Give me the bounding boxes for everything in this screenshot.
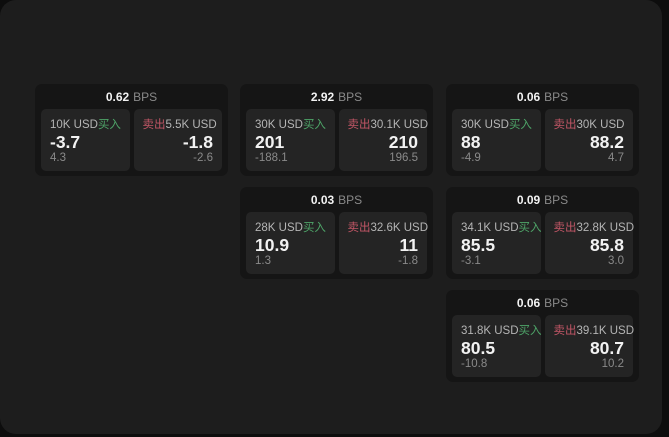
- buy-price: 201: [255, 131, 285, 152]
- buy-amount: 31.8K USD: [461, 325, 519, 337]
- buy-delta: 4.3: [50, 151, 66, 164]
- bps-value: 0.06: [516, 89, 541, 104]
- buy-tile[interactable]: 30K USD 买入 201 -188.1: [246, 109, 335, 171]
- sell-price: 210: [388, 131, 418, 152]
- sell-price: 80.7: [589, 337, 624, 358]
- sell-amount: 32.8K USD: [576, 222, 635, 234]
- buy-side-label: 买入: [518, 222, 542, 234]
- sell-amount: 5.5K USD: [165, 119, 217, 131]
- sell-delta: -2.6: [193, 151, 213, 164]
- sell-side-label: 卖出: [553, 119, 577, 131]
- sell-price: 11: [399, 234, 419, 255]
- buy-delta: 1.3: [255, 254, 271, 267]
- sell-tile[interactable]: 卖出 30.1K USD 210 196.5: [338, 109, 429, 171]
- bps-value: 2.92: [310, 89, 335, 104]
- sell-amount: 30.1K USD: [370, 119, 429, 131]
- sell-delta: 3.0: [608, 254, 624, 267]
- sell-delta: 196.5: [389, 151, 418, 164]
- buy-amount: 30K USD: [255, 119, 303, 131]
- quote-tiles: 10K USD 买入 -3.7 4.3 卖出 5.5K USD -1.8 -2.…: [35, 109, 228, 171]
- quote-tiles: 30K USD 买入 88 -4.9 卖出 30K USD 88.2 4.7: [446, 109, 639, 171]
- card-header: 0.06 BPS: [446, 84, 639, 109]
- buy-amount: 34.1K USD: [461, 222, 519, 234]
- sell-tile[interactable]: 卖出 32.6K USD 11 -1.8: [338, 212, 429, 274]
- quote-card: 0.03 BPS 28K USD 买入 10.9 1.3 卖出 32.6K US…: [240, 187, 433, 279]
- quote-tiles: 31.8K USD 买入 80.5 -10.8 卖出 39.1K USD 80.…: [446, 315, 639, 377]
- card-header: 0.62 BPS: [35, 84, 228, 109]
- buy-side-label: 买入: [508, 119, 532, 131]
- sell-tile[interactable]: 卖出 5.5K USD -1.8 -2.6: [133, 109, 222, 171]
- card-header: 0.06 BPS: [446, 290, 639, 315]
- bps-value: 0.06: [516, 295, 541, 310]
- bps-unit-label: BPS: [544, 192, 569, 207]
- buy-price: 88: [461, 131, 481, 152]
- buy-price: -3.7: [50, 131, 81, 152]
- quote-tiles: 34.1K USD 买入 85.5 -3.1 卖出 32.8K USD 85.8…: [446, 212, 639, 274]
- bps-unit-label: BPS: [338, 192, 363, 207]
- sell-side-label: 卖出: [142, 119, 166, 131]
- sell-price: 85.8: [589, 234, 624, 255]
- quote-card: 0.09 BPS 34.1K USD 买入 85.5 -3.1 卖出 32.8K…: [446, 187, 639, 279]
- buy-delta: -4.9: [461, 151, 481, 164]
- buy-price: 10.9: [255, 234, 290, 255]
- sell-side-label: 卖出: [553, 325, 577, 337]
- buy-price: 80.5: [461, 337, 496, 358]
- quote-card: 0.62 BPS 10K USD 买入 -3.7 4.3 卖出 5.5K USD…: [35, 84, 228, 176]
- buy-side-label: 买入: [97, 119, 121, 131]
- bps-unit-label: BPS: [338, 89, 363, 104]
- bps-unit-label: BPS: [544, 89, 569, 104]
- buy-amount: 28K USD: [255, 222, 303, 234]
- quote-card: 0.06 BPS 31.8K USD 买入 80.5 -10.8 卖出 39.1…: [446, 290, 639, 382]
- buy-side-label: 买入: [302, 119, 326, 131]
- buy-amount: 10K USD: [50, 119, 98, 131]
- bps-unit-label: BPS: [133, 89, 158, 104]
- sell-tile[interactable]: 卖出 32.8K USD 85.8 3.0: [544, 212, 635, 274]
- sell-side-label: 卖出: [553, 222, 577, 234]
- buy-tile[interactable]: 30K USD 买入 88 -4.9: [452, 109, 541, 171]
- buy-amount: 30K USD: [461, 119, 509, 131]
- card-header: 0.09 BPS: [446, 187, 639, 212]
- sell-delta: -1.8: [398, 254, 418, 267]
- buy-price: 85.5: [461, 234, 496, 255]
- sell-price: -1.8: [182, 131, 213, 152]
- buy-tile[interactable]: 10K USD 买入 -3.7 4.3: [41, 109, 130, 171]
- quote-tiles: 30K USD 买入 201 -188.1 卖出 30.1K USD 210 1…: [240, 109, 433, 171]
- bps-unit-label: BPS: [544, 295, 569, 310]
- buy-tile[interactable]: 34.1K USD 买入 85.5 -3.1: [452, 212, 542, 274]
- quote-card: 0.06 BPS 30K USD 买入 88 -4.9 卖出 30K USD 8…: [446, 84, 639, 176]
- quote-tiles: 28K USD 买入 10.9 1.3 卖出 32.6K USD 11 -1.8: [240, 212, 433, 274]
- bps-value: 0.62: [105, 89, 130, 104]
- bps-value: 0.03: [310, 192, 335, 207]
- quote-card: 2.92 BPS 30K USD 买入 201 -188.1 卖出 30.1K …: [240, 84, 433, 176]
- sell-price: 88.2: [589, 131, 624, 152]
- sell-amount: 32.6K USD: [370, 222, 429, 234]
- sell-delta: 4.7: [608, 151, 624, 164]
- sell-amount: 39.1K USD: [576, 325, 635, 337]
- sell-delta: 10.2: [601, 357, 624, 370]
- buy-delta: -3.1: [461, 254, 481, 267]
- sell-tile[interactable]: 卖出 39.1K USD 80.7 10.2: [544, 315, 635, 377]
- buy-tile[interactable]: 31.8K USD 买入 80.5 -10.8: [452, 315, 542, 377]
- card-header: 0.03 BPS: [240, 187, 433, 212]
- buy-delta: -188.1: [255, 151, 288, 164]
- bps-value: 0.09: [516, 192, 541, 207]
- buy-delta: -10.8: [461, 357, 488, 370]
- buy-side-label: 买入: [518, 325, 542, 337]
- buy-tile[interactable]: 28K USD 买入 10.9 1.3: [246, 212, 335, 274]
- sell-amount: 30K USD: [576, 119, 625, 131]
- sell-side-label: 卖出: [347, 119, 371, 131]
- sell-side-label: 卖出: [347, 222, 371, 234]
- sell-tile[interactable]: 卖出 30K USD 88.2 4.7: [544, 109, 633, 171]
- buy-side-label: 买入: [302, 222, 326, 234]
- card-header: 2.92 BPS: [240, 84, 433, 109]
